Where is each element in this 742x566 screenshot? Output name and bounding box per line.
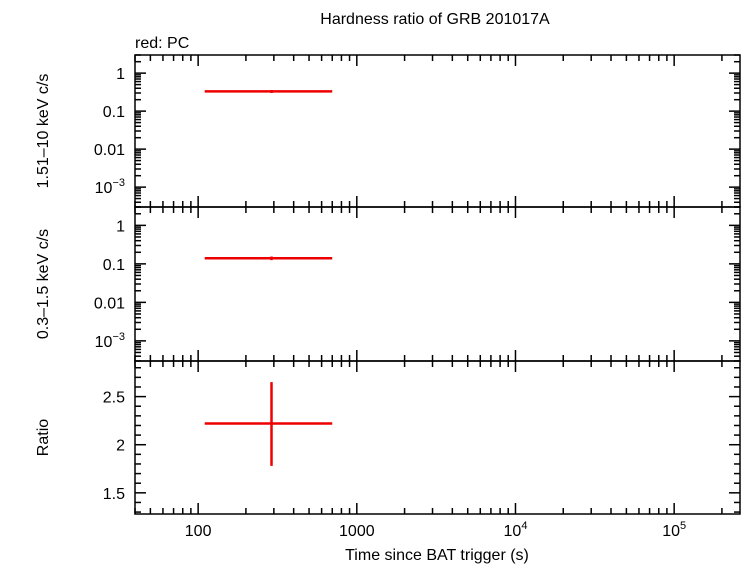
y-tick-label: 0.01 (94, 142, 125, 159)
chart-subtitle: red: PC (135, 35, 189, 52)
y-axis-label-ratio: Ratio (35, 419, 52, 456)
y-tick-label: 10−3 (95, 177, 125, 197)
data-point (204, 382, 333, 466)
y-tick-label: 1 (116, 218, 125, 235)
y-tick-label: 0.1 (103, 104, 125, 121)
panel-frame (134, 54, 741, 208)
y-tick-label: 2.5 (103, 390, 125, 407)
y-axis-label-hard: 1.51–10 keV c/s (35, 74, 52, 189)
y-tick-label: 1 (116, 66, 125, 83)
data-point (204, 256, 333, 261)
chart-panels: 1 0.1 0.01 10−3 1.51–10 keV c/s 1 0.1 0.01 10−3 0… (35, 54, 741, 540)
x-tick-label: 1000 (339, 523, 375, 540)
x-tick-label: 104 (504, 520, 528, 540)
y-tick-label: 10−3 (95, 331, 125, 351)
chart-title: Hardness ratio of GRB 201017A (320, 11, 550, 28)
y-tick-label: 2 (116, 438, 125, 455)
panel-ratio: 2.5 2 1.5 Ratio (35, 360, 741, 515)
y-tick-label: 0.1 (103, 257, 125, 274)
y-tick-label: 1.5 (103, 486, 125, 503)
panel-frame (134, 360, 741, 515)
data-point (204, 89, 333, 93)
x-tick-label: 105 (662, 520, 686, 540)
panel-hard: 1 0.1 0.01 10−3 1.51–10 keV c/s (35, 54, 741, 208)
panel-soft: 1 0.1 0.01 10−3 0.3–1.5 keV c/s (35, 206, 741, 362)
x-tick-label: 100 (185, 523, 212, 540)
panel-frame (134, 206, 741, 362)
y-axis-label-soft: 0.3–1.5 keV c/s (35, 229, 52, 339)
x-axis-label: Time since BAT trigger (s) (345, 547, 529, 564)
y-tick-label: 0.01 (94, 295, 125, 312)
